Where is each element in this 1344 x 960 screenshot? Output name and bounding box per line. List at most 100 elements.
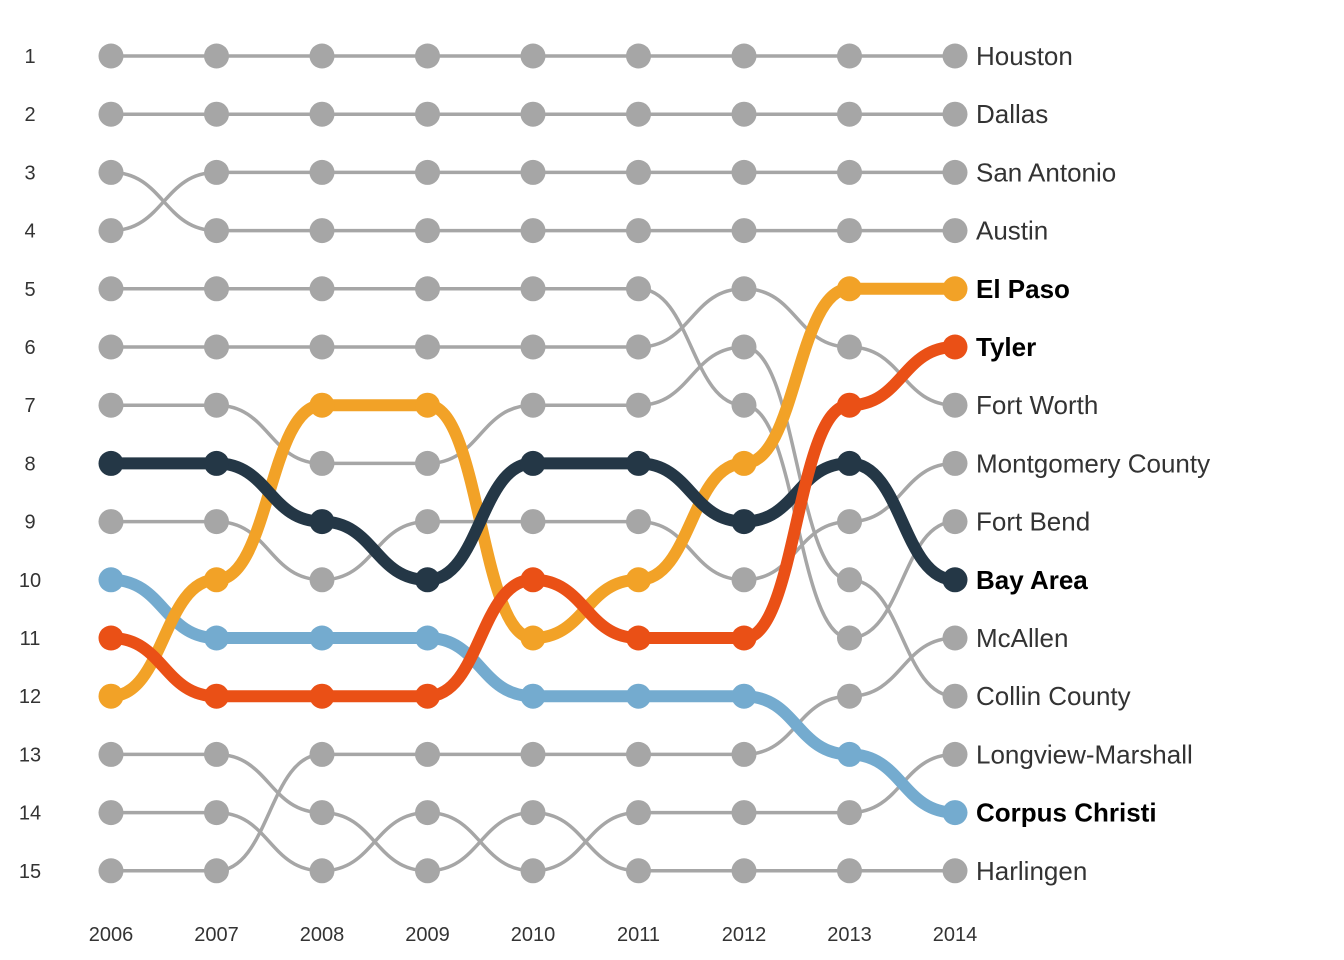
x-tick-label: 2008: [300, 924, 345, 946]
y-tick-label: 9: [24, 512, 35, 534]
series-point-austin: [98, 159, 124, 185]
series-point-fort-bend: [837, 625, 862, 651]
series-point-harlingen: [731, 858, 757, 884]
series-point-fort-worth: [837, 334, 862, 360]
series-point-tyler: [98, 625, 124, 651]
series-label-montgomery-county: Montgomery County: [976, 448, 1210, 478]
series-point-longview-marshall: [415, 800, 440, 826]
y-tick-label: 11: [20, 628, 41, 650]
series-point-el-paso: [942, 276, 968, 302]
series-point-collin-county: [204, 392, 229, 418]
series-point-collin-county: [942, 683, 968, 709]
series-label-fort-worth: Fort Worth: [976, 390, 1098, 420]
series-point-el-paso: [204, 567, 229, 593]
series-point-corpus-christi: [942, 800, 968, 826]
series-line-fort-bend: [111, 287, 956, 640]
series-point-fort-worth: [731, 276, 757, 302]
series-point-bay-area: [837, 450, 862, 476]
series-point-longview-marshall: [837, 800, 862, 826]
series-point-harlingen: [837, 858, 862, 884]
series-point-corpus-christi: [415, 625, 440, 651]
y-tick-label: 15: [19, 861, 41, 883]
series-point-mcallen: [626, 741, 651, 767]
y-tick-label: 1: [24, 46, 35, 68]
series-line-fort-worth: [111, 287, 956, 407]
series-label-collin-county: Collin County: [976, 681, 1131, 711]
series-point-bay-area: [309, 509, 335, 535]
series-point-fort-worth: [98, 334, 124, 360]
series-point-mcallen: [731, 741, 757, 767]
series-point-mcallen: [309, 741, 335, 767]
series-point-tyler: [626, 625, 651, 651]
series-point-fort-worth: [942, 392, 968, 418]
series-point-fort-bend: [942, 509, 968, 535]
series-point-el-paso: [837, 276, 862, 302]
series-point-el-paso: [415, 392, 440, 418]
series-point-tyler: [942, 334, 968, 360]
y-tick-label: 2: [24, 104, 35, 126]
series-label-san-antonio: San Antonio: [976, 157, 1116, 187]
series-point-dallas: [837, 101, 862, 127]
series-point-montgomery-county: [942, 450, 968, 476]
y-tick-label: 5: [24, 279, 35, 301]
y-tick-label: 7: [24, 395, 35, 417]
series-point-el-paso: [98, 683, 124, 709]
y-tick-label: 6: [24, 337, 35, 359]
x-tick-label: 2009: [405, 924, 450, 946]
series-point-el-paso: [626, 567, 651, 593]
series-point-bay-area: [98, 450, 124, 476]
series-point-fort-worth: [204, 334, 229, 360]
series-point-tyler: [837, 392, 862, 418]
series-point-fort-worth: [626, 334, 651, 360]
series-point-montgomery-county: [626, 509, 651, 535]
series-point-san-antonio: [204, 159, 229, 185]
series-point-dallas: [415, 101, 440, 127]
series-line-mcallen: [111, 636, 956, 873]
series-label-el-paso: El Paso: [976, 274, 1070, 304]
series-label-dallas: Dallas: [976, 99, 1048, 129]
series-line-san-antonio: [110, 170, 955, 233]
series-point-fort-worth: [415, 334, 440, 360]
x-tick-label: 2006: [89, 924, 134, 946]
series-point-houston: [520, 43, 546, 69]
series-point-houston: [626, 43, 651, 69]
series-point-tyler: [520, 567, 546, 593]
highlight-series-el-paso: [98, 276, 968, 709]
series-point-dallas: [520, 101, 546, 127]
series-point-harlingen: [204, 741, 229, 767]
series-end-labels: Houston Dallas San Antonio Austin El Paso Tyl…: [976, 41, 1210, 886]
series-point-longview-marshall: [731, 800, 757, 826]
series-point-el-paso: [731, 450, 757, 476]
series-point-tyler: [204, 683, 229, 709]
series-point-mcallen: [837, 683, 862, 709]
series-point-dallas: [309, 101, 335, 127]
series-point-corpus-christi: [731, 683, 757, 709]
series-point-houston: [98, 43, 124, 69]
highlighted-series: [98, 276, 968, 826]
series-point-houston: [837, 43, 862, 69]
series-point-tyler: [415, 683, 440, 709]
series-point-longview-marshall: [204, 800, 229, 826]
series-point-el-paso: [309, 392, 335, 418]
series-point-corpus-christi: [520, 683, 546, 709]
series-point-san-antonio: [731, 159, 757, 185]
series-point-longview-marshall: [309, 858, 335, 884]
series-point-longview-marshall: [98, 800, 124, 826]
series-label-bay-area: Bay Area: [976, 565, 1088, 595]
series-point-longview-marshall: [520, 858, 546, 884]
x-tick-label: 2014: [933, 924, 978, 946]
series-point-san-antonio: [520, 159, 546, 185]
series-point-collin-county: [415, 450, 440, 476]
series-point-fort-worth: [309, 334, 335, 360]
series-point-austin: [731, 218, 757, 244]
series-point-harlingen: [942, 858, 968, 884]
series-point-montgomery-county: [731, 567, 757, 593]
series-point-san-antonio: [98, 218, 124, 244]
series-point-dallas: [942, 101, 968, 127]
series-point-collin-county: [626, 392, 651, 418]
series-point-san-antonio: [942, 159, 968, 185]
series-point-san-antonio: [626, 159, 651, 185]
series-point-mcallen: [415, 741, 440, 767]
series-point-austin: [415, 218, 440, 244]
background-series-points: [98, 43, 968, 884]
